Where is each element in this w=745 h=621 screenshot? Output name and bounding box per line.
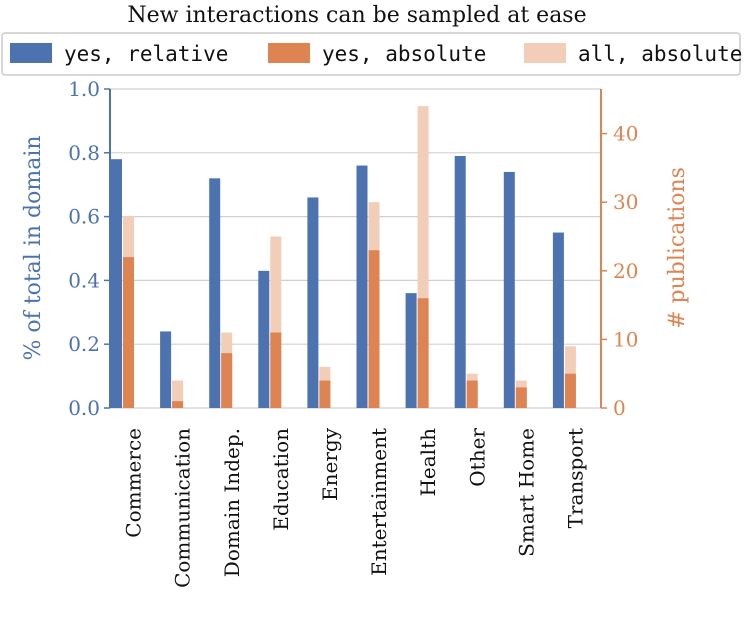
right-tick-label: 20: [613, 259, 638, 283]
legend-swatch-all-absolute: [524, 43, 566, 63]
bar-yes-relative-communication: [160, 331, 172, 408]
right-tick-label: 30: [613, 190, 638, 214]
bar-yes-absolute-energy: [319, 380, 331, 408]
x-tick-label-health: Health: [416, 428, 440, 497]
bar-yes-relative-transport: [552, 232, 564, 408]
x-tick-label-education: Education: [269, 428, 293, 531]
bar-yes-absolute-education: [270, 332, 282, 408]
bar-yes-absolute-smart-home: [515, 387, 527, 408]
x-tick-label-transport: Transport: [563, 428, 587, 528]
left-tick-label: 0.0: [68, 396, 100, 420]
left-tick-label: 0.4: [68, 268, 100, 292]
y-axis-label-right: # publications: [665, 167, 690, 329]
bar-yes-relative-smart-home: [503, 171, 515, 408]
x-tick-label-communication: Communication: [171, 428, 195, 588]
bar-yes-absolute-health: [417, 298, 429, 408]
left-tick-label: 0.6: [68, 205, 100, 229]
bar-yes-relative-health: [405, 293, 417, 408]
legend-label-yes-relative: yes, relative: [64, 42, 228, 66]
x-tick-label-other: Other: [465, 428, 489, 487]
bar-yes-relative-other: [454, 155, 466, 408]
x-tick-label-commerce: Commerce: [122, 428, 146, 538]
left-tick-label: 0.2: [68, 332, 100, 356]
legend-label-yes-absolute: yes, absolute: [322, 42, 486, 66]
left-tick-label: 1.0: [68, 77, 100, 101]
bar-yes-absolute-other: [466, 380, 478, 408]
legend-label-all-absolute: all, absolute: [578, 42, 742, 66]
bar-all-absolute-communication: [172, 380, 184, 408]
x-tick-label-smart-home: Smart Home: [514, 428, 538, 557]
bar-yes-relative-entertainment: [356, 165, 368, 408]
right-axis-ticks: 0 10 20 30 40: [601, 122, 638, 420]
legend-swatch-yes-relative: [10, 43, 52, 63]
left-axis-ticks: 0.0 0.2 0.4 0.6 0.8 1.0: [68, 77, 110, 420]
bar-yes-relative-domain-indep: [209, 178, 221, 408]
left-tick-label: 0.8: [68, 141, 100, 165]
bar-yes-relative-energy: [307, 197, 319, 408]
gridlines: [110, 88, 601, 409]
x-tick-label-entertainment: Entertainment: [367, 428, 391, 576]
bar-yes-relative-commerce: [111, 159, 122, 408]
bar-yes-absolute-transport: [564, 373, 576, 408]
right-tick-label: 40: [613, 122, 638, 146]
bar-yes-absolute-domain-indep: [221, 353, 233, 408]
right-tick-label: 10: [613, 327, 638, 351]
x-tick-label-domain-indep: Domain Indep.: [220, 428, 244, 577]
bar-all-absolute-education: [270, 236, 282, 408]
bar-yes-absolute-communication: [172, 401, 184, 408]
chart-title: New interactions can be sampled at ease: [127, 3, 586, 28]
x-axis-ticks: Commerce Communication Domain Indep. Educat…: [122, 427, 588, 588]
bars: [111, 106, 576, 408]
bar-yes-absolute-commerce: [123, 257, 134, 408]
legend: yes, relative yes, absolute all, absolute: [10, 42, 742, 66]
bar-yes-absolute-entertainment: [368, 250, 380, 408]
right-tick-label: 0: [613, 396, 626, 420]
x-tick-label-energy: Energy: [318, 427, 342, 501]
y-axis-label-left: % of total in domain: [21, 135, 46, 360]
legend-swatch-yes-absolute: [268, 43, 310, 63]
bar-yes-relative-education: [258, 270, 270, 408]
bar-all-absolute-health: [417, 106, 429, 408]
